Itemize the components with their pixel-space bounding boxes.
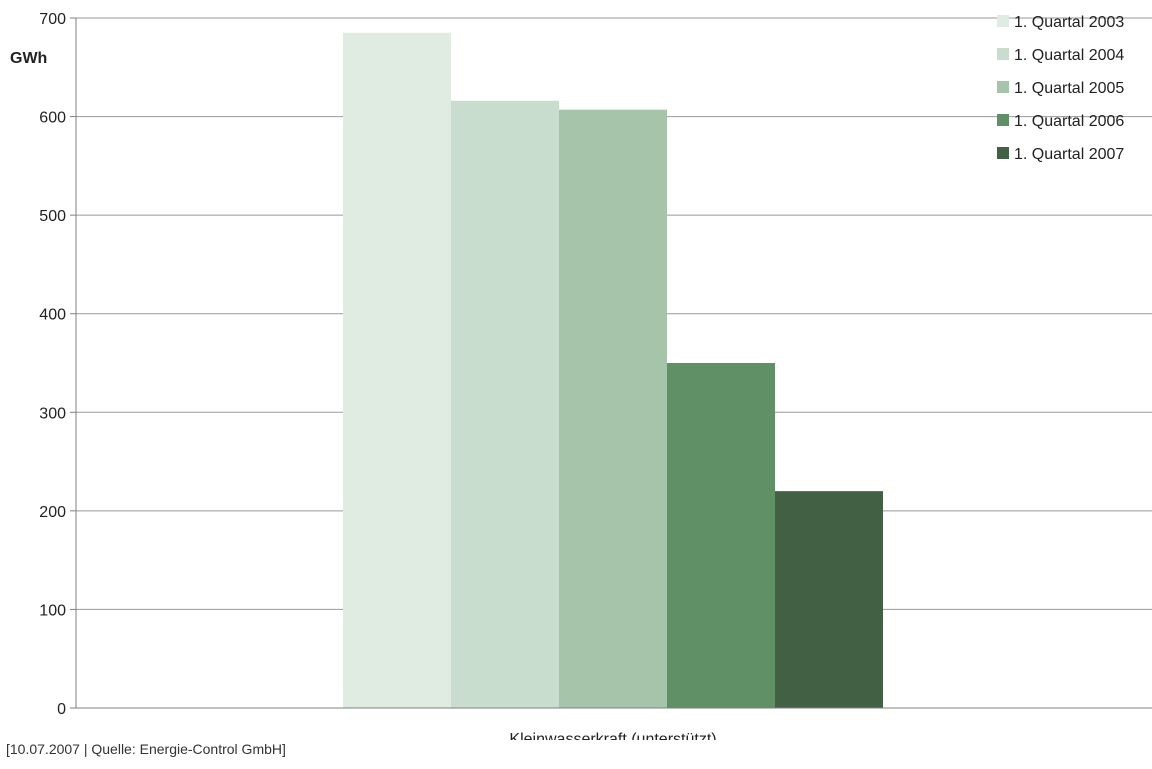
category-labels: Kleinwasserkraft (unterstützt) (509, 731, 716, 740)
legend[interactable]: 1. Quartal 2003 1. Quartal 2004 1. Quartal… (997, 14, 1124, 163)
legend-swatch (997, 81, 1009, 93)
y-tick-label: 0 (57, 701, 66, 718)
legend-label: 1. Quartal 2003 (1014, 14, 1124, 31)
legend-swatch (997, 15, 1009, 27)
axes (75, 18, 1152, 709)
y-axis-ticks: 0 100 200 300 400 500 600 700 (39, 11, 76, 718)
legend-swatch (997, 114, 1009, 126)
y-tick-label: 200 (39, 504, 66, 521)
source-note: [10.07.2007 | Quelle: Energie-Control Gm… (6, 741, 286, 757)
y-tick-label: 700 (39, 11, 66, 28)
bar-1-quartal-2006 (667, 363, 775, 708)
legend-label: 1. Quartal 2006 (1014, 113, 1124, 130)
bar-1-quartal-2003 (343, 32, 451, 709)
y-tick-label: 100 (39, 602, 66, 619)
bar-1-quartal-2004 (451, 100, 559, 709)
legend-label: 1. Quartal 2007 (1014, 146, 1124, 163)
y-axis-unit-label: GWh (10, 50, 47, 67)
y-tick-label: 500 (39, 208, 66, 225)
bar-chart: 0 100 200 300 400 500 600 700 GWh Kleinwasserkr… (10, 11, 1152, 740)
legend-swatch (997, 48, 1009, 60)
bar-1-quartal-2005 (559, 109, 667, 708)
y-tick-label: 600 (39, 110, 66, 127)
legend-label: 1. Quartal 2004 (1014, 47, 1124, 64)
bar-1-quartal-2007 (775, 491, 883, 708)
y-tick-label: 400 (39, 307, 66, 324)
legend-label: 1. Quartal 2005 (1014, 80, 1124, 97)
y-tick-label: 300 (39, 405, 66, 422)
x-category-label: Kleinwasserkraft (unterstützt) (509, 731, 716, 740)
bars (343, 32, 883, 709)
legend-swatch (997, 147, 1009, 159)
